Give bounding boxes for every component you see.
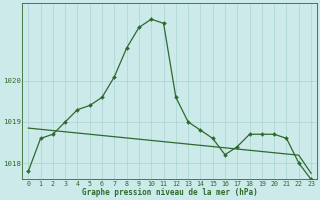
X-axis label: Graphe pression niveau de la mer (hPa): Graphe pression niveau de la mer (hPa) [82,188,258,197]
